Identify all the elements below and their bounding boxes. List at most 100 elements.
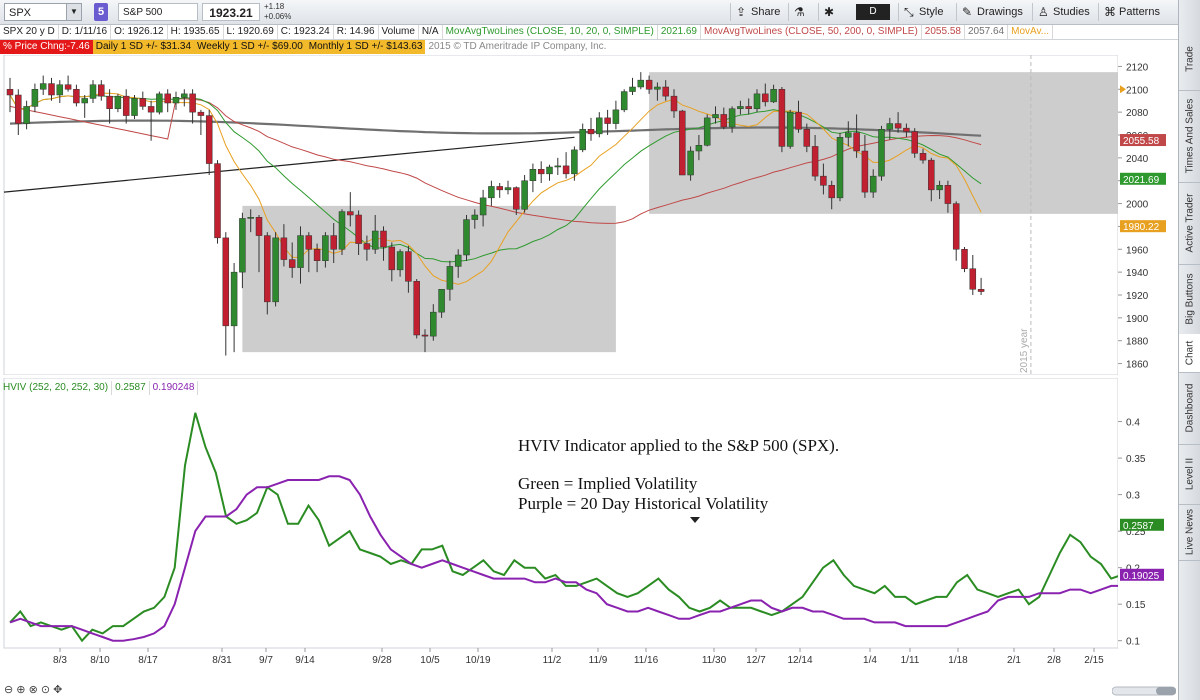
header-ma3[interactable]: MovAv... <box>1008 25 1054 39</box>
header-ma1-value: 2021.69 <box>658 25 701 39</box>
annotation-text: HVIV Indicator applied to the S&P 500 (S… <box>518 436 839 514</box>
hviv-chart[interactable]: 0.10.150.20.250.30.350.40.25870.190258/3… <box>0 378 1178 668</box>
candle <box>645 75 653 94</box>
hviv-study-name[interactable]: HVIV (252, 20, 252, 30) <box>0 381 113 395</box>
candle <box>620 89 628 113</box>
studies-button[interactable]: ♙ Studies <box>1032 3 1096 21</box>
candle-body <box>496 186 503 191</box>
candle-body <box>803 129 811 147</box>
zoom-fit-icon[interactable]: ⊙ <box>40 684 51 696</box>
candle <box>753 89 761 113</box>
candle-body <box>654 86 661 90</box>
scrollbar[interactable] <box>1112 686 1176 696</box>
candle <box>421 329 429 353</box>
y-tick-label: 1860 <box>1126 360 1149 371</box>
y-tick-label: 0.25 <box>1126 527 1146 538</box>
x-tick-label: 11/30 <box>702 655 727 666</box>
candle <box>239 212 246 289</box>
zoom-out-icon[interactable]: ⊖ <box>4 684 14 696</box>
candle-body <box>911 131 918 154</box>
y-tick-label: 1940 <box>1126 268 1149 279</box>
copyright: 2015 © TD Ameritrade IP Company, Inc. <box>428 41 607 52</box>
link-group-badge[interactable]: 5 <box>94 3 108 21</box>
sidebar-tab-live-news[interactable]: Live News <box>1179 504 1200 561</box>
zoom-reset-icon[interactable]: ⊗ <box>28 684 38 696</box>
candle-body <box>720 114 728 128</box>
candle-body <box>272 237 279 303</box>
share-button[interactable]: ⇪ Share <box>730 3 786 21</box>
candle <box>903 123 910 138</box>
candle <box>114 93 122 113</box>
zoom-controls: ⊖ ⊕ ⊗ ⊙ ✥ <box>4 683 62 696</box>
candle <box>977 277 985 295</box>
drawings-button[interactable]: ✎ Drawings <box>956 3 1029 21</box>
sidebar-tab-dashboard[interactable]: Dashboard <box>1179 372 1200 445</box>
candle-body <box>430 311 437 337</box>
monthly-sd-study[interactable]: Monthly 1 SD +/- $143.63 <box>305 40 426 54</box>
candle <box>770 84 777 103</box>
pan-icon[interactable]: ✥ <box>53 684 63 696</box>
ma50-line <box>9 98 982 224</box>
candle-body <box>753 93 761 109</box>
candle-body <box>836 137 844 199</box>
year-marker-label: 2015 year <box>1019 328 1030 373</box>
candle-body <box>147 106 155 113</box>
chevron-down-icon[interactable]: ▼ <box>66 4 81 20</box>
candle-body <box>571 149 578 175</box>
candle-body <box>6 89 14 96</box>
candle <box>745 98 752 115</box>
candle-body <box>313 249 321 261</box>
candle <box>363 235 371 261</box>
x-tick-label: 9/28 <box>372 655 392 666</box>
candle <box>488 180 495 206</box>
y-tick-label: 2100 <box>1126 85 1149 96</box>
x-tick-label: 8/3 <box>53 655 67 666</box>
candle <box>322 232 329 268</box>
x-tick-label: 8/10 <box>90 655 110 666</box>
price-chart[interactable]: 2015 year1860188019001920194019601980200… <box>0 55 1178 375</box>
candle-body <box>122 95 130 116</box>
header-ma1[interactable]: MovAvgTwoLines (CLOSE, 10, 20, 0, SIMPLE… <box>443 25 658 39</box>
value-label: 0.2587 <box>1123 521 1154 532</box>
header-ma2[interactable]: MovAvgTwoLines (CLOSE, 50, 200, 0, SIMPL… <box>701 25 922 39</box>
settings-button[interactable]: ✱ <box>818 3 843 21</box>
y-tick-label: 0.3 <box>1126 491 1140 502</box>
sidebar-tab-big-buttons[interactable]: Big Buttons <box>1179 264 1200 335</box>
candle-body <box>56 84 64 96</box>
sidebar-tab-chart[interactable]: Chart <box>1179 334 1200 373</box>
candle <box>969 255 977 295</box>
weekly-sd-study[interactable]: Weekly 1 SD +/- $69.00 <box>194 40 306 54</box>
annotation-purple: Purple = 20 Day Historical Volatility <box>518 494 769 513</box>
style-button[interactable]: ⤡ Style <box>898 3 949 21</box>
candle <box>919 148 927 164</box>
candle-body <box>554 165 562 168</box>
candle <box>280 224 288 267</box>
price-change-study[interactable]: % Price Chng:-7.46 <box>0 40 93 54</box>
daily-sd-study[interactable]: Daily 1 SD +/- $31.34 <box>92 40 195 54</box>
candle-body <box>330 235 337 250</box>
candle <box>695 135 703 161</box>
symbol-input[interactable]: SPX ▼ <box>4 3 82 21</box>
sidebar-tab-level-ii[interactable]: Level II <box>1179 444 1200 505</box>
candle <box>504 180 512 195</box>
x-tick-label: 10/5 <box>420 655 440 666</box>
timeframe-select[interactable]: D <box>856 4 890 20</box>
sidebar-tab-active-trader[interactable]: Active Trader <box>1179 182 1200 265</box>
candle <box>762 83 769 107</box>
candle-body <box>247 217 254 219</box>
zoom-in-icon[interactable]: ⊕ <box>16 684 26 696</box>
candle <box>73 84 80 107</box>
candle <box>596 112 603 138</box>
candle-body <box>770 89 777 103</box>
candle <box>853 114 860 158</box>
sidebar-tab-times-and-sales[interactable]: Times And Sales <box>1179 90 1200 183</box>
candle <box>513 186 520 215</box>
y-tick-label: 1920 <box>1126 291 1149 302</box>
candle <box>396 249 404 277</box>
candle <box>388 242 396 282</box>
flask-icon: ⚗ <box>794 5 805 19</box>
sidebar-tab-label: Level II <box>1184 457 1196 491</box>
patterns-button[interactable]: ⌘ Patterns <box>1098 3 1166 21</box>
sidebar-tab-trade[interactable]: Trade <box>1179 28 1200 91</box>
flask-button[interactable]: ⚗ <box>788 3 813 21</box>
